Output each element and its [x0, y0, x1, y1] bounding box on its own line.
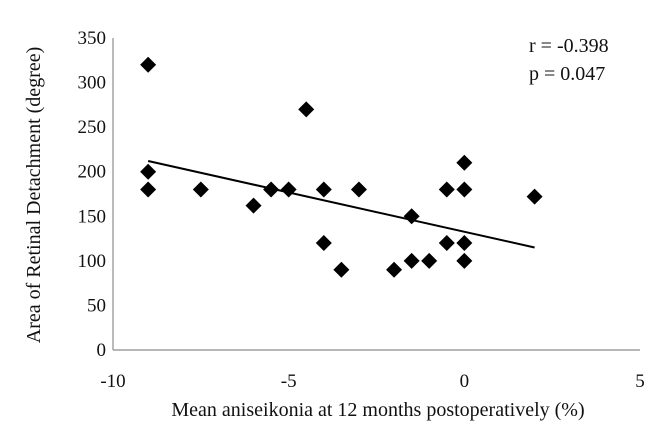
x-tick-label: 5 [635, 371, 645, 392]
data-point [438, 181, 455, 198]
data-point [263, 181, 280, 198]
y-axis-label: Area of Retinal Detachment (degree) [23, 47, 45, 344]
x-tick-label: -5 [281, 371, 297, 392]
data-point [140, 163, 157, 180]
data-point [333, 261, 350, 278]
annotation-r: r = -0.398 [529, 35, 609, 57]
data-point [140, 56, 157, 73]
data-point [315, 235, 332, 252]
data-point [403, 208, 420, 225]
annotation-p: p = 0.047 [529, 63, 605, 85]
data-point [526, 188, 543, 205]
y-tick-label: 100 [78, 251, 107, 272]
data-point [403, 252, 420, 269]
y-tick-label: 200 [78, 162, 107, 183]
x-tick-label: 0 [460, 371, 470, 392]
data-point [456, 252, 473, 269]
data-point [456, 154, 473, 171]
data-point [280, 181, 297, 198]
trendline-group [147, 160, 535, 249]
data-point [456, 235, 473, 252]
data-point [140, 181, 157, 198]
x-tick-labels: -10 -5 0 5 [100, 371, 644, 392]
y-tick-label: 300 [78, 73, 107, 94]
data-point [438, 235, 455, 252]
data-point [456, 181, 473, 198]
y-tick-label: 50 [87, 295, 106, 316]
y-tick-label: 350 [78, 28, 107, 49]
x-axis-label: Mean aniseikonia at 12 months postoperat… [171, 399, 584, 421]
data-point [192, 181, 209, 198]
trendline [147, 160, 535, 249]
data-point [245, 197, 262, 214]
data-point [350, 181, 367, 198]
x-tick-label: -10 [100, 371, 125, 392]
data-point [298, 101, 315, 118]
y-tick-label: 150 [78, 206, 107, 227]
y-tick-label: 250 [78, 117, 107, 138]
data-point [386, 261, 403, 278]
data-point [315, 181, 332, 198]
axes [112, 38, 640, 351]
y-tick-label: 0 [97, 340, 107, 361]
y-tick-labels: 0 50 100 150 200 250 300 350 [78, 28, 107, 361]
data-point [421, 252, 438, 269]
annotations: r = -0.398 p = 0.047 [529, 35, 609, 85]
data-points [140, 56, 543, 278]
